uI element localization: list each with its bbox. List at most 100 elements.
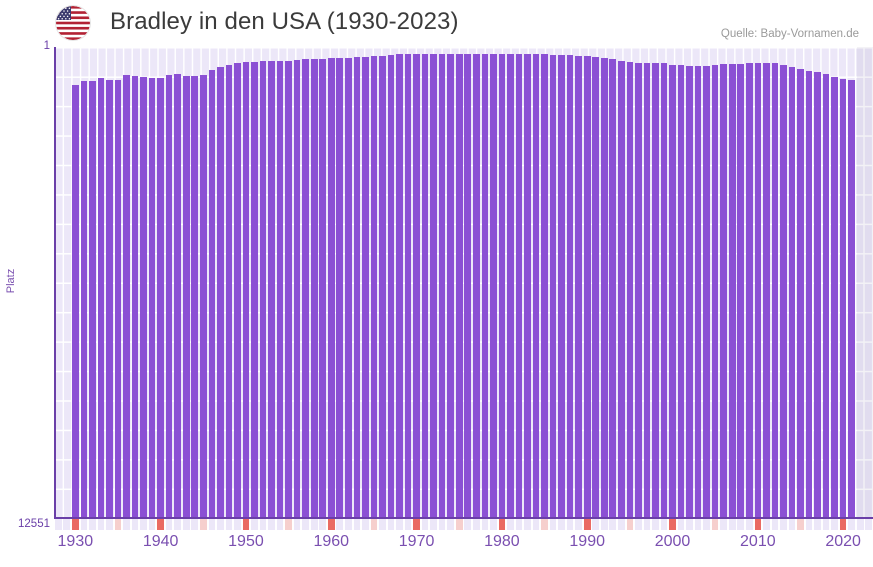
bar-1935[interactable] xyxy=(114,79,122,518)
bar-1932[interactable] xyxy=(89,80,96,518)
bar-1984[interactable] xyxy=(532,54,540,518)
bar-2000[interactable] xyxy=(669,64,676,518)
bar-1942[interactable] xyxy=(174,73,182,518)
bar-1961[interactable] xyxy=(336,58,344,518)
bar-2004[interactable] xyxy=(703,65,710,518)
bar-2010[interactable] xyxy=(754,62,762,518)
bar-2019[interactable] xyxy=(831,76,838,518)
bar-1947[interactable] xyxy=(217,67,224,518)
bar-2021[interactable] xyxy=(848,80,855,518)
bar-1980[interactable] xyxy=(498,54,506,518)
x-tick-1981 xyxy=(507,519,514,530)
bar-1946[interactable] xyxy=(208,70,216,518)
bar-1952[interactable] xyxy=(259,61,267,518)
bar-1969[interactable] xyxy=(404,53,412,518)
bar-1949[interactable] xyxy=(234,63,241,518)
bar-1934[interactable] xyxy=(106,79,113,518)
bar-1995[interactable] xyxy=(626,61,634,518)
bar-1976[interactable] xyxy=(464,54,472,518)
bar-1993[interactable] xyxy=(609,58,617,518)
bar-2006[interactable] xyxy=(720,64,728,518)
bar-1989[interactable] xyxy=(575,55,582,518)
bar-1991[interactable] xyxy=(592,57,600,518)
x-tick-1966 xyxy=(379,519,386,530)
bar-1982[interactable] xyxy=(515,53,523,518)
bar-1951[interactable] xyxy=(251,61,258,518)
bar-1970[interactable] xyxy=(413,53,420,518)
bar-2003[interactable] xyxy=(694,66,702,518)
bar-1937[interactable] xyxy=(131,76,139,518)
bar-1940[interactable] xyxy=(157,77,164,518)
bar-1990[interactable] xyxy=(583,56,591,518)
bar-1957[interactable] xyxy=(302,59,309,518)
bar-1988[interactable] xyxy=(566,55,574,518)
bar-2015[interactable] xyxy=(797,69,804,518)
bar-1999[interactable] xyxy=(660,63,668,518)
bar-1985[interactable] xyxy=(541,54,548,518)
bar-2009[interactable] xyxy=(745,63,753,518)
bar-1983[interactable] xyxy=(524,54,531,518)
bar-2020[interactable] xyxy=(839,78,847,518)
bar-1974[interactable] xyxy=(447,53,455,518)
x-tick-2010 xyxy=(754,519,762,530)
bar-1953[interactable] xyxy=(268,61,275,518)
bar-1931[interactable] xyxy=(80,80,88,518)
bar-1938[interactable] xyxy=(140,76,147,518)
x-tick-1958 xyxy=(310,519,318,530)
bar-1939[interactable] xyxy=(148,77,156,518)
bar-1987[interactable] xyxy=(558,55,565,518)
bar-1963[interactable] xyxy=(353,56,361,518)
bar-1973[interactable] xyxy=(438,53,446,518)
bar-1933[interactable] xyxy=(97,78,105,518)
bar-1971[interactable] xyxy=(421,54,429,518)
bar-1997[interactable] xyxy=(643,63,651,518)
x-tick-1943 xyxy=(182,519,190,530)
bar-1979[interactable] xyxy=(490,53,497,518)
bar-1998[interactable] xyxy=(652,63,659,518)
bar-1992[interactable] xyxy=(600,58,608,518)
bar-2001[interactable] xyxy=(677,65,685,518)
bar-1967[interactable] xyxy=(387,55,395,518)
bar-1944[interactable] xyxy=(191,75,199,518)
bar-1986[interactable] xyxy=(549,54,557,518)
bar-1954[interactable] xyxy=(276,60,284,518)
bar-1981[interactable] xyxy=(507,54,514,518)
bar-1950[interactable] xyxy=(242,61,250,518)
bar-1941[interactable] xyxy=(165,75,173,518)
bar-2018[interactable] xyxy=(822,74,830,518)
bar-1945[interactable] xyxy=(199,74,207,518)
bar-1968[interactable] xyxy=(396,54,403,518)
bar-1972[interactable] xyxy=(430,53,437,518)
bar-1936[interactable] xyxy=(123,74,130,518)
bar-1996[interactable] xyxy=(635,62,642,518)
bar-1994[interactable] xyxy=(618,60,625,518)
bar-1959[interactable] xyxy=(319,58,327,518)
bar-1955[interactable] xyxy=(285,60,292,518)
bar-2013[interactable] xyxy=(780,64,787,518)
bar-2016[interactable] xyxy=(805,70,813,518)
bar-1943[interactable] xyxy=(182,76,190,518)
bar-1965[interactable] xyxy=(370,56,378,518)
bar-1960[interactable] xyxy=(327,58,335,518)
bar-1956[interactable] xyxy=(293,59,301,518)
bar-1978[interactable] xyxy=(481,53,489,518)
bar-1966[interactable] xyxy=(379,56,386,518)
x-axis-line xyxy=(54,517,873,519)
bar-2005[interactable] xyxy=(711,64,719,518)
bar-2012[interactable] xyxy=(771,63,779,518)
x-tick-1941 xyxy=(165,519,173,530)
bar-1948[interactable] xyxy=(225,64,233,518)
bar-2007[interactable] xyxy=(728,63,736,518)
bar-2014[interactable] xyxy=(788,67,796,518)
bar-1958[interactable] xyxy=(310,58,318,518)
x-tick-1961 xyxy=(336,519,344,530)
bar-1962[interactable] xyxy=(345,57,352,518)
bar-1975[interactable] xyxy=(455,53,463,518)
bar-2017[interactable] xyxy=(814,71,821,518)
bar-2011[interactable] xyxy=(763,62,770,518)
bar-2008[interactable] xyxy=(737,63,745,518)
bar-1930[interactable] xyxy=(72,84,79,518)
bar-1964[interactable] xyxy=(362,56,369,518)
bar-1977[interactable] xyxy=(472,54,480,518)
bar-2002[interactable] xyxy=(686,66,693,518)
